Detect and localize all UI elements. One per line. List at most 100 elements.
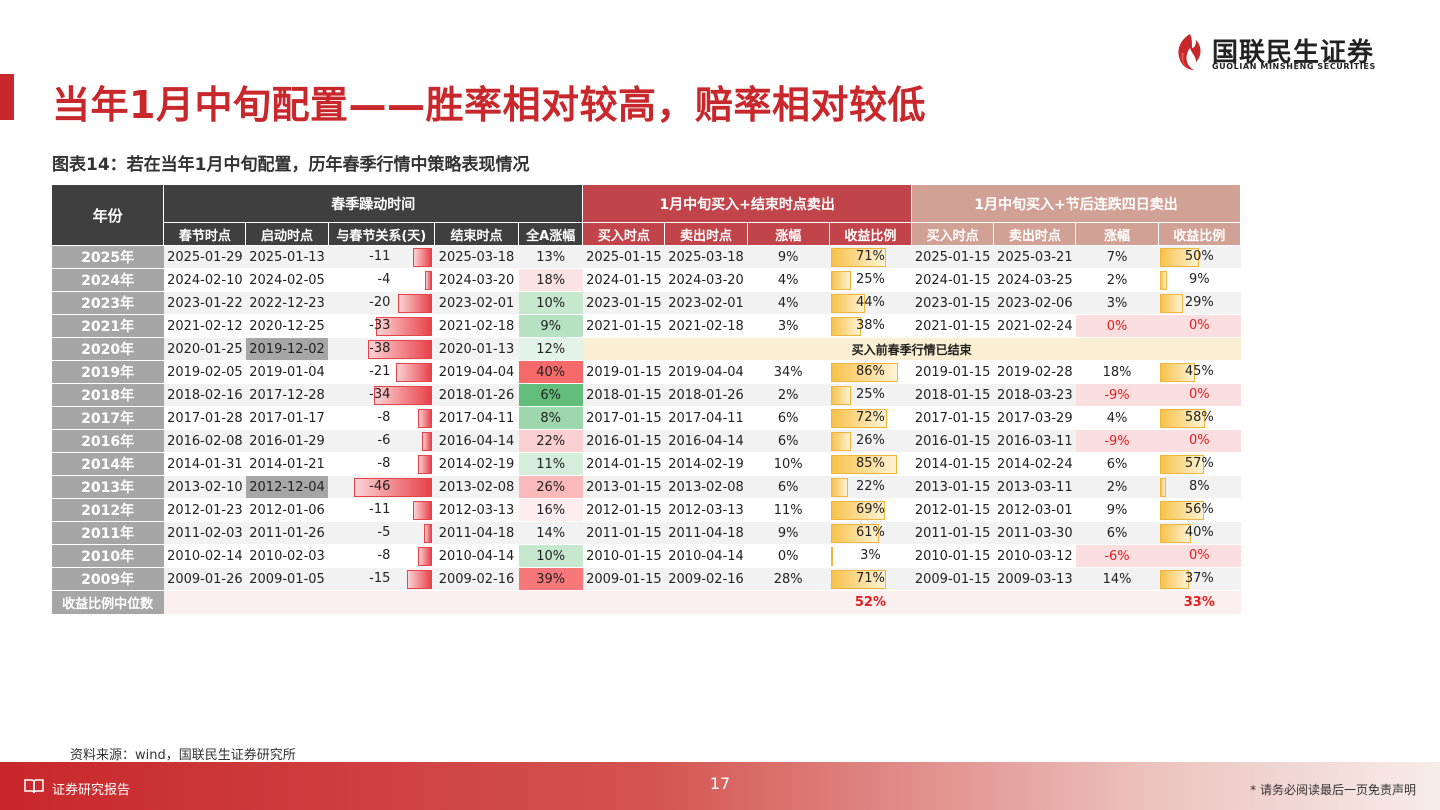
end-date: 2018-01-26 <box>434 383 519 407</box>
table-row: 2018年 2018-02-16 2017-12-28 -34 2018-01-26 6%… <box>51 383 1241 407</box>
return-ratio-cell: 71% <box>829 245 912 269</box>
table-row: 2011年 2011-02-03 2011-01-26 -5 2011-04-18 14%… <box>51 521 1241 545</box>
subheader-cell: 与春节关系(天) <box>327 222 435 246</box>
days-to-festival-cell: -6 <box>328 429 435 453</box>
days-value: -4 <box>377 271 391 287</box>
source-note: 资料来源：wind，国联民生证券研究所 <box>70 748 296 763</box>
table-row: 2009年 2009-01-26 2009-01-05 -15 2009-02-16 39… <box>51 567 1241 591</box>
sell-date: 2023-02-06 <box>993 291 1076 315</box>
return-ratio-bar <box>831 500 886 520</box>
return-ratio-bar <box>831 477 849 497</box>
all-a-gain: 22% <box>518 429 583 453</box>
table-body: 2025年 2025-01-29 2025-01-13 -11 2025-03-18 13… <box>51 245 1241 614</box>
return-ratio-cell: 38% <box>829 314 912 338</box>
buy-date: 2010-01-15 <box>911 544 994 568</box>
header-year: 年份 <box>50 184 165 246</box>
return-ratio-bar <box>1160 293 1184 313</box>
table-row: 2017年 2017-01-28 2017-01-17 -8 2017-04-11 8% 2… <box>51 406 1241 430</box>
gain-value: 14% <box>1075 567 1159 591</box>
return-ratio-value: 72% <box>855 409 885 425</box>
end-date: 2016-04-14 <box>434 429 519 453</box>
return-ratio-bar <box>831 316 862 336</box>
return-ratio-value: 3% <box>860 547 881 563</box>
days-value: -11 <box>369 501 391 517</box>
buy-date: 2018-01-15 <box>911 383 994 407</box>
gain-value: 0% <box>1075 314 1159 338</box>
sell-date: 2024-03-20 <box>664 268 748 292</box>
days-bar <box>376 316 433 336</box>
end-date: 2024-03-20 <box>434 268 519 292</box>
buy-date: 2017-01-15 <box>911 406 994 430</box>
buy-date: 2016-01-15 <box>911 429 994 453</box>
buy-date: 2013-01-15 <box>582 475 665 499</box>
header-strategy-2: 1月中旬买入+节后连跌四日卖出 <box>911 184 1241 223</box>
return-ratio-value: 57% <box>1184 455 1214 471</box>
sell-date: 2009-03-13 <box>993 567 1076 591</box>
buy-date: 2011-01-15 <box>582 521 665 545</box>
footer-bar: 证券研究报告 17 * 请务必阅读最后一页免责声明 <box>0 762 1440 810</box>
sell-date: 2014-02-19 <box>664 452 748 476</box>
logo-flame-icon <box>1178 34 1201 70</box>
return-ratio-cell: 45% <box>1158 360 1241 384</box>
buy-date: 2017-01-15 <box>582 406 665 430</box>
return-ratio-bar <box>1160 454 1205 474</box>
row-year: 2023年 <box>51 291 164 315</box>
return-ratio-cell: 0% <box>1158 429 1241 453</box>
row-year: 2011年 <box>51 521 164 545</box>
median-row: 收益比例中位数 52% 33% <box>51 590 1241 614</box>
return-ratio-cell: 3% <box>829 544 912 568</box>
return-ratio-cell: 22% <box>829 475 912 499</box>
return-ratio-value: 85% <box>855 455 885 471</box>
return-ratio-bar <box>831 546 834 566</box>
return-ratio-cell: 9% <box>1158 268 1241 292</box>
return-ratio-bar <box>831 270 852 290</box>
days-value: -46 <box>369 478 391 494</box>
gain-value: 6% <box>747 406 830 430</box>
sell-date: 2019-02-28 <box>993 360 1076 384</box>
return-ratio-bar <box>831 523 880 543</box>
return-ratio-value: 50% <box>1184 248 1214 264</box>
return-ratio-cell: 50% <box>1158 245 1241 269</box>
start-date: 2019-12-02 <box>245 337 329 361</box>
return-ratio-cell: 71% <box>829 567 912 591</box>
return-ratio-bar <box>831 385 852 405</box>
days-to-festival-cell: -33 <box>328 314 435 338</box>
days-value: -15 <box>369 570 391 586</box>
days-bar <box>368 339 433 359</box>
return-ratio-cell: 0% <box>1158 314 1241 338</box>
return-ratio-value: 44% <box>855 294 885 310</box>
row-year: 2010年 <box>51 544 164 568</box>
book-icon <box>24 779 44 794</box>
days-bar <box>398 293 433 313</box>
start-date: 2017-01-17 <box>245 406 329 430</box>
return-ratio-cell: 61% <box>829 521 912 545</box>
spring-festival-date: 2019-02-05 <box>163 360 246 384</box>
return-ratio-value: 8% <box>1188 478 1210 494</box>
buy-date: 2010-01-15 <box>582 544 665 568</box>
spring-festival-date: 2009-01-26 <box>163 567 246 591</box>
return-ratio-cell: 85% <box>829 452 912 476</box>
spring-festival-date: 2012-01-23 <box>163 498 246 522</box>
row-year: 2024年 <box>51 268 164 292</box>
buy-date: 2018-01-15 <box>582 383 665 407</box>
sell-date: 2012-03-01 <box>993 498 1076 522</box>
table-row: 2014年 2014-01-31 2014-01-21 -8 2014-02-19 11%… <box>51 452 1241 476</box>
row-year: 2025年 <box>51 245 164 269</box>
days-to-festival-cell: -15 <box>328 567 435 591</box>
sell-date: 2013-03-11 <box>993 475 1076 499</box>
sell-date: 2014-02-24 <box>993 452 1076 476</box>
days-to-festival-cell: -8 <box>328 406 435 430</box>
gain-value: -6% <box>1075 544 1159 568</box>
row-year: 2021年 <box>51 314 164 338</box>
start-date: 2010-02-03 <box>245 544 329 568</box>
days-to-festival-cell: -11 <box>328 245 435 269</box>
spring-festival-date: 2011-02-03 <box>163 521 246 545</box>
start-date: 2025-01-13 <box>245 245 329 269</box>
end-date: 2025-03-18 <box>434 245 519 269</box>
buy-date: 2024-01-15 <box>911 268 994 292</box>
return-ratio-cell: 72% <box>829 406 912 430</box>
buy-date: 2009-01-15 <box>582 567 665 591</box>
all-a-gain: 12% <box>518 337 583 361</box>
return-ratio-cell: 26% <box>829 429 912 453</box>
return-ratio-bar <box>1160 270 1168 290</box>
